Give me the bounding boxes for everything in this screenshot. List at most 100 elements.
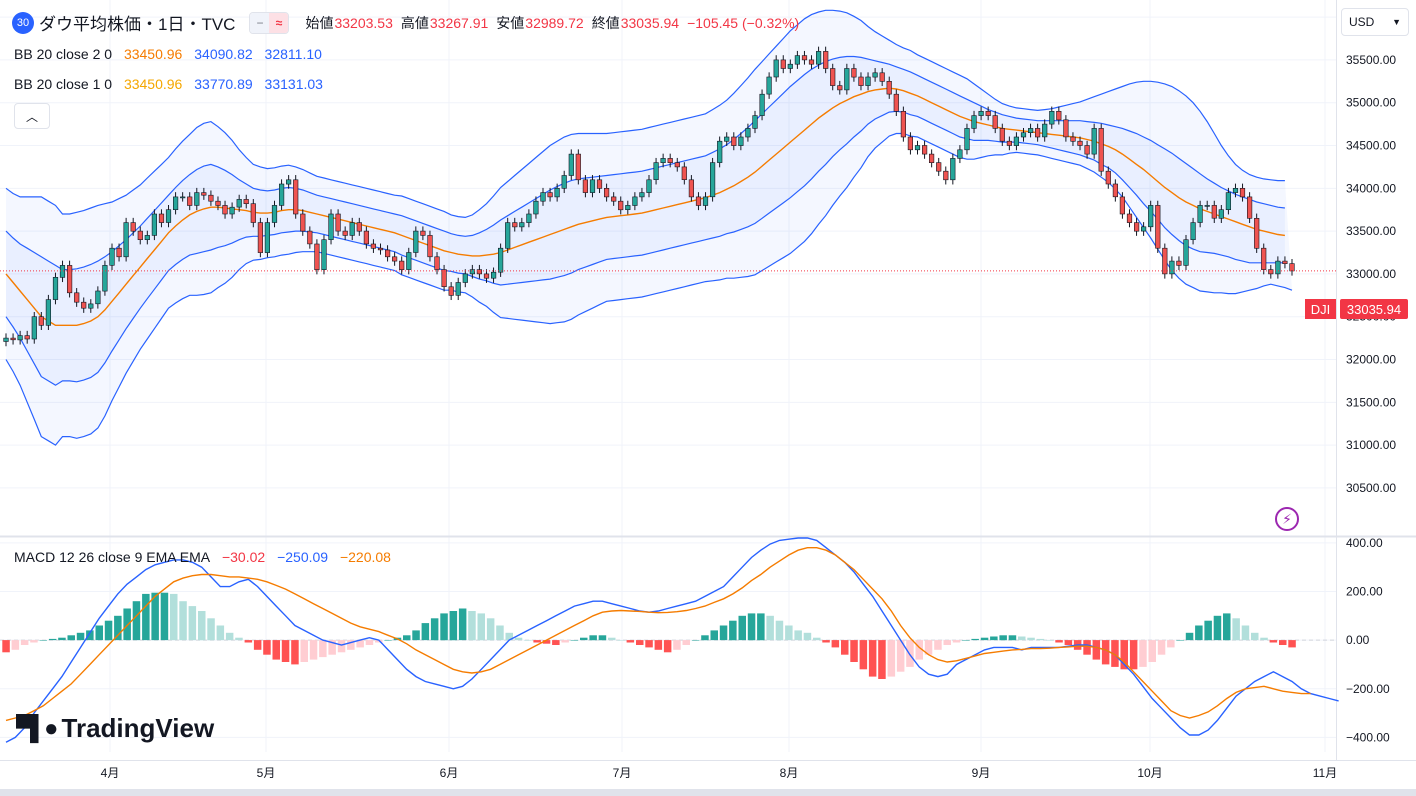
candle-up: [505, 222, 511, 249]
candle-down: [611, 196, 617, 202]
candle-up: [1169, 260, 1175, 275]
candle-down: [257, 222, 264, 253]
candle-down: [1056, 111, 1062, 121]
macd-hist-bar: [952, 640, 961, 643]
candle-down: [187, 196, 193, 206]
candle-down: [1134, 222, 1140, 232]
macd-hist-bar: [403, 635, 411, 641]
macd-hist-bar: [542, 640, 551, 644]
ohlc-value: 33267.91: [429, 14, 489, 31]
macd-hist-bar: [365, 640, 374, 645]
candle-down: [377, 247, 384, 251]
macd-hist-bar: [1269, 640, 1278, 643]
candle-down: [618, 200, 624, 211]
chevron-down-icon: ▼: [1392, 17, 1401, 27]
lightning-icon[interactable]: ⚡: [1275, 507, 1299, 531]
macd-hist-bar: [645, 640, 653, 648]
candle-up: [151, 213, 158, 236]
ohlc-value: −105.45 (−0.32%): [687, 14, 800, 31]
candle-up: [660, 158, 666, 163]
candle-down: [250, 203, 256, 223]
candle-down: [420, 230, 426, 236]
candle-down: [1176, 260, 1182, 266]
bb2-upper: 34090.82: [194, 46, 253, 62]
candle-up: [406, 252, 412, 270]
candle-up: [957, 149, 963, 159]
macd-hist-bar: [114, 615, 122, 641]
currency-select[interactable]: USD ▼: [1341, 8, 1409, 36]
macd-hist-bar: [207, 618, 215, 641]
candle-up: [173, 196, 179, 210]
time-axis-label: 7月: [613, 766, 632, 780]
macd-axis-label: 400.00: [1346, 536, 1383, 550]
macd-hist-bar: [738, 615, 746, 641]
candle-down: [24, 335, 30, 340]
bb1-basis: 33450.96: [123, 76, 183, 92]
legend-bb2[interactable]: BB 20 close 2 0 33450.96 34090.82 32811.…: [14, 46, 330, 62]
candle-up: [229, 206, 235, 215]
candle-down: [476, 269, 483, 275]
legend-bb1[interactable]: BB 20 close 1 0 33450.96 33770.89 33131.…: [14, 76, 331, 92]
candle-down: [681, 166, 687, 180]
macd-hist-bar: [663, 640, 672, 653]
macd-hist-bar: [794, 630, 802, 641]
candle-down: [1126, 213, 1133, 223]
candle-up: [639, 192, 645, 198]
price-axis-label: 34500.00: [1346, 139, 1396, 153]
candle-down: [483, 273, 490, 279]
last-price-symbol-tag: DJI: [1305, 299, 1336, 319]
candle-up: [787, 63, 793, 69]
candle-down: [1261, 247, 1267, 270]
macd-hist-bar: [48, 638, 57, 641]
candle-down: [116, 247, 122, 258]
macd-hist-bar: [95, 625, 103, 641]
candle-down: [801, 55, 808, 61]
macd-hist-bar: [253, 640, 262, 650]
price-axis-label: 32000.00: [1346, 353, 1396, 367]
candle-down: [1098, 128, 1104, 172]
macd-hist-bar: [1260, 637, 1268, 641]
macd-hist-bar: [235, 637, 243, 641]
tradingview-logo[interactable]: ▀▌● TradingView: [16, 713, 214, 744]
candle-down: [38, 316, 44, 326]
macd-hist-bar: [598, 635, 607, 641]
macd-hist-bar: [1027, 637, 1035, 641]
collapse-legend-button[interactable]: ︿: [14, 103, 50, 129]
candle-down: [158, 213, 165, 223]
bb2-fill: [6, 10, 1292, 446]
ohlc-label: 安値: [496, 14, 525, 31]
macd-signal-value: −220.08: [339, 549, 391, 565]
candle-up: [469, 269, 476, 275]
macd-hist-bar: [682, 640, 690, 645]
approx-icon[interactable]: ≈: [269, 12, 289, 33]
candle-up: [540, 192, 546, 202]
bb2-upper-line: [5, 9, 1285, 219]
macd-hist-bar: [1204, 620, 1212, 641]
macd-hist-bar: [822, 640, 830, 643]
macd-hist-bar: [86, 630, 94, 641]
candle-up: [568, 153, 574, 176]
candle-up: [872, 72, 878, 78]
bb1-fill: [6, 56, 1285, 386]
candle-down: [667, 158, 673, 163]
candle-down: [1239, 188, 1246, 198]
macd-hist-bar: [440, 613, 448, 641]
candle-up: [194, 192, 200, 206]
visibility-toggle[interactable]: − ≈: [249, 11, 290, 34]
legend-macd[interactable]: MACD 12 26 close 9 EMA EMA −30.02 −250.0…: [14, 549, 399, 565]
candle-up: [709, 162, 716, 198]
candle-up: [102, 265, 108, 292]
macd-hist-bar: [589, 635, 597, 641]
candle-down: [307, 230, 313, 245]
candle-down: [907, 136, 913, 151]
minus-icon[interactable]: −: [250, 12, 270, 33]
macd-hist-bar: [328, 640, 336, 655]
symbol-title[interactable]: ダウ平均株価・1日・TVC: [39, 15, 236, 34]
candle-up: [3, 337, 9, 342]
symbol-badge[interactable]: 30: [12, 11, 34, 34]
candle-up: [589, 179, 596, 193]
macd-hist-bar: [626, 640, 635, 643]
candle-up: [971, 115, 977, 129]
candle-down: [674, 162, 680, 168]
